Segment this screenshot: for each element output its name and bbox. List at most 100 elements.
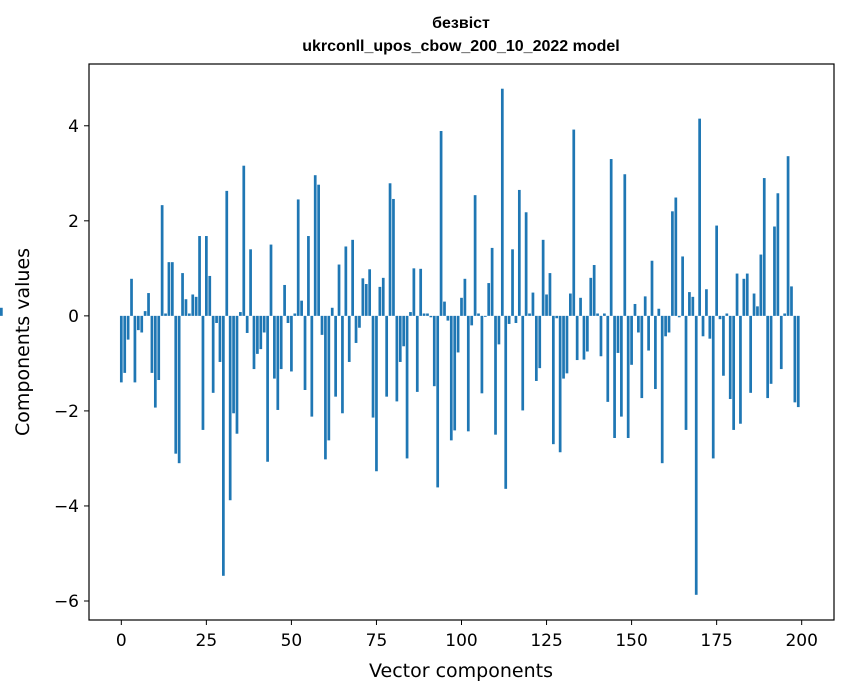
bar xyxy=(589,277,593,316)
bar xyxy=(739,315,742,424)
bar xyxy=(235,315,239,434)
bar xyxy=(194,296,198,316)
bar xyxy=(470,315,474,326)
bar xyxy=(167,262,171,316)
bar xyxy=(432,315,436,387)
chart-title: безвіст xyxy=(432,15,490,32)
y-tick-label: −6 xyxy=(54,592,79,612)
bar xyxy=(732,315,736,430)
bar xyxy=(569,293,572,316)
bar xyxy=(279,315,283,370)
bar xyxy=(633,303,637,316)
bar xyxy=(524,212,528,316)
bar xyxy=(657,308,661,316)
bar xyxy=(688,292,691,316)
bar xyxy=(303,315,307,390)
bar xyxy=(358,315,361,328)
bar xyxy=(637,315,640,333)
bar xyxy=(776,193,780,316)
bar xyxy=(575,315,579,361)
bar xyxy=(361,278,365,316)
bar xyxy=(749,315,753,393)
bar xyxy=(609,159,613,316)
bar xyxy=(177,315,181,464)
bar xyxy=(313,175,317,316)
bar xyxy=(514,315,518,323)
bar xyxy=(184,299,188,316)
bar xyxy=(351,239,354,316)
bar xyxy=(722,315,725,376)
bar xyxy=(398,315,402,362)
bar xyxy=(534,315,538,381)
bar xyxy=(364,284,368,316)
bar xyxy=(650,260,654,316)
bar xyxy=(541,239,545,316)
bar xyxy=(694,315,698,595)
bar xyxy=(245,315,249,333)
bar xyxy=(126,315,130,340)
y-axis-label: Components values xyxy=(12,248,34,436)
bar xyxy=(572,129,576,316)
bar xyxy=(296,199,300,316)
bar xyxy=(643,296,647,316)
bar xyxy=(507,315,511,324)
bar xyxy=(147,293,150,316)
y-tick-label: 4 xyxy=(68,117,79,137)
bar xyxy=(375,315,378,472)
bar xyxy=(708,315,712,339)
bar xyxy=(136,315,140,331)
bar xyxy=(174,315,178,454)
bar xyxy=(453,315,457,431)
bar xyxy=(718,315,722,320)
x-tick-label: 150 xyxy=(615,631,647,651)
bar xyxy=(164,313,167,316)
bar xyxy=(283,284,286,316)
x-axis: 0 25 50 75 100 125 150 175 200 xyxy=(116,620,818,651)
bar xyxy=(623,174,627,316)
bar xyxy=(310,315,314,417)
bar xyxy=(381,277,385,316)
bar xyxy=(402,315,406,347)
bar xyxy=(466,315,470,432)
bar xyxy=(711,315,715,459)
bar xyxy=(290,315,293,372)
bar xyxy=(531,292,535,316)
bar xyxy=(548,273,552,316)
bar xyxy=(538,315,542,369)
bar xyxy=(439,131,443,316)
bar xyxy=(521,315,525,411)
bar xyxy=(599,315,603,357)
bar xyxy=(783,313,787,316)
bar xyxy=(225,190,229,316)
chart-subtitle: ukrconll_upos_cbow_200_10_2022 model xyxy=(302,38,619,55)
bar xyxy=(555,315,559,319)
bar xyxy=(562,315,565,379)
bar xyxy=(293,313,297,316)
bar xyxy=(143,311,147,316)
bar xyxy=(208,275,212,316)
bar xyxy=(215,315,218,323)
bar xyxy=(674,197,678,316)
y-tick-label: −2 xyxy=(54,402,79,422)
bar xyxy=(415,315,419,392)
bar xyxy=(684,315,688,430)
bar xyxy=(779,315,783,370)
bar xyxy=(409,312,412,316)
bar xyxy=(273,315,276,379)
bar xyxy=(307,236,310,316)
bar xyxy=(603,313,606,316)
bar xyxy=(344,246,348,316)
bar xyxy=(558,315,562,453)
bar xyxy=(191,294,195,316)
bar xyxy=(443,301,446,316)
bar xyxy=(330,307,334,316)
bar xyxy=(647,315,650,351)
bar xyxy=(266,315,269,462)
bar xyxy=(616,315,620,353)
bar xyxy=(140,315,144,333)
bar xyxy=(745,273,749,316)
bar xyxy=(327,315,331,441)
bar xyxy=(705,289,708,316)
bar xyxy=(354,315,358,343)
